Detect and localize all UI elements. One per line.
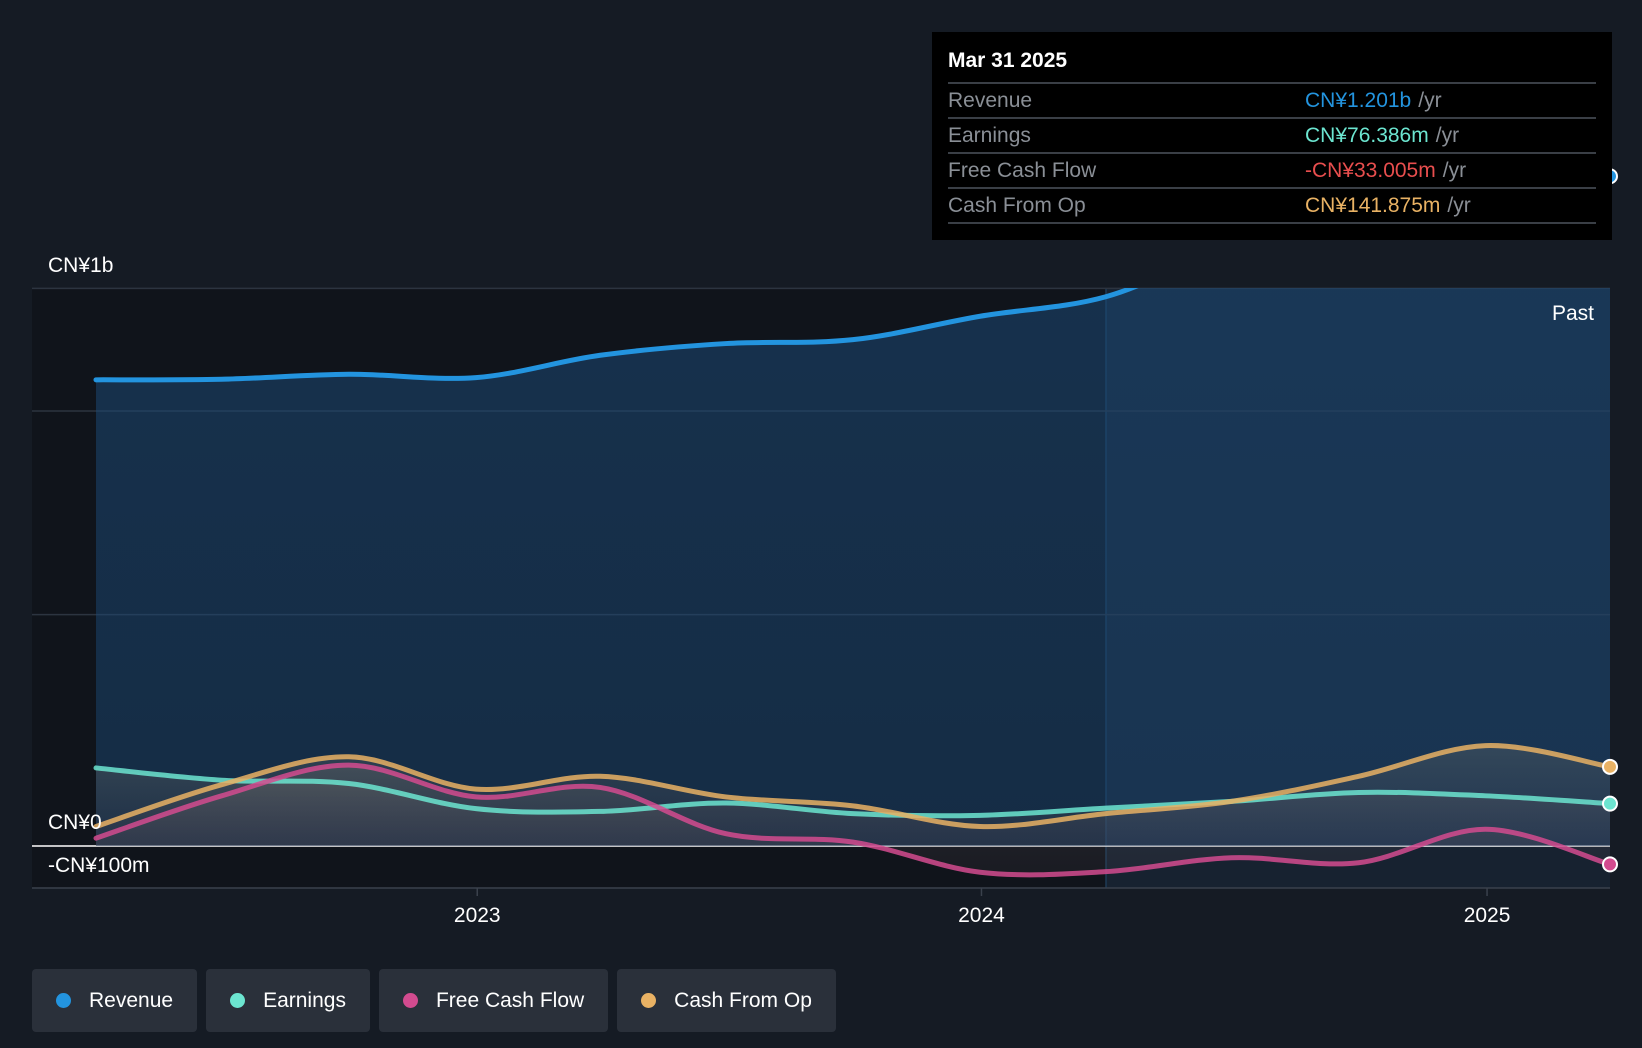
tooltip-label: Revenue <box>948 88 1033 112</box>
tooltip-value: CN¥1.201b <box>1305 88 1412 112</box>
series-end-dot <box>1602 856 1618 873</box>
tooltip-value: CN¥141.875m <box>1305 193 1441 217</box>
series-line <box>93 765 1610 819</box>
tooltip-label: Earnings <box>948 123 1031 147</box>
legend-item-earnings[interactable]: Earnings <box>206 969 370 1032</box>
tooltip-value: CN¥76.386m <box>1305 123 1429 147</box>
legend-item-revenue[interactable]: Revenue <box>32 969 198 1032</box>
x-tick-label: 2025 <box>1464 904 1511 927</box>
chart-legend: Revenue Earnings Free Cash Flow Cash Fro… <box>32 969 836 1032</box>
tooltip-label: Cash From Op <box>948 193 1086 217</box>
legend-item-free-cash-flow[interactable]: Free Cash Flow <box>378 969 609 1032</box>
series-area <box>96 745 1610 846</box>
legend-label: Cash From Op <box>674 988 812 1012</box>
series-line <box>93 743 1610 830</box>
series-area <box>96 765 1610 875</box>
tooltip-unit: /yr <box>1442 158 1467 182</box>
tooltip-unit: /yr <box>1435 123 1460 147</box>
tooltip-unit: /yr <box>1447 193 1471 217</box>
tooltip-row-revenue: Revenue CN¥1.201b /yr <box>948 82 1596 117</box>
tooltip-row-free-cash-flow: Free Cash Flow -CN¥33.005m /yr <box>948 152 1596 187</box>
tooltip-value: -CN¥33.005m <box>1305 158 1436 182</box>
x-tick-label: 2024 <box>958 904 1005 927</box>
legend-item-cash-from-op[interactable]: Cash From Op <box>617 969 836 1032</box>
tooltip-date: Mar 31 2025 <box>948 49 1068 72</box>
legend-label: Revenue <box>89 988 174 1012</box>
tooltip-unit: /yr <box>1418 88 1442 112</box>
y-tick-label-bottom: -CN¥100m <box>48 854 150 877</box>
series-line <box>93 762 1610 878</box>
series-end-dot <box>1602 795 1618 812</box>
series-area <box>96 288 1610 846</box>
tooltip-row-earnings: Earnings CN¥76.386m /yr <box>948 117 1596 152</box>
tooltip-row-cash-from-op: Cash From Op CN¥141.875m /yr <box>948 187 1596 224</box>
series-line <box>93 288 1139 383</box>
legend-dot-icon <box>56 993 71 1008</box>
legend-dot-icon <box>402 993 418 1008</box>
y-tick-label-zero: CN¥0 <box>48 811 102 834</box>
past-label: Past <box>1552 302 1594 325</box>
legend-label: Free Cash Flow <box>435 988 585 1012</box>
legend-dot-icon <box>230 993 246 1008</box>
x-tick-label: 2023 <box>454 904 501 927</box>
series-end-dot <box>1602 758 1618 775</box>
tooltip-panel: Mar 31 2025 Revenue CN¥1.201b /yr Earnin… <box>932 32 1612 240</box>
legend-dot-icon <box>641 993 657 1008</box>
tooltip-label: Free Cash Flow <box>948 158 1097 182</box>
y-tick-label-top: CN¥1b <box>48 254 113 277</box>
legend-label: Earnings <box>263 988 346 1012</box>
